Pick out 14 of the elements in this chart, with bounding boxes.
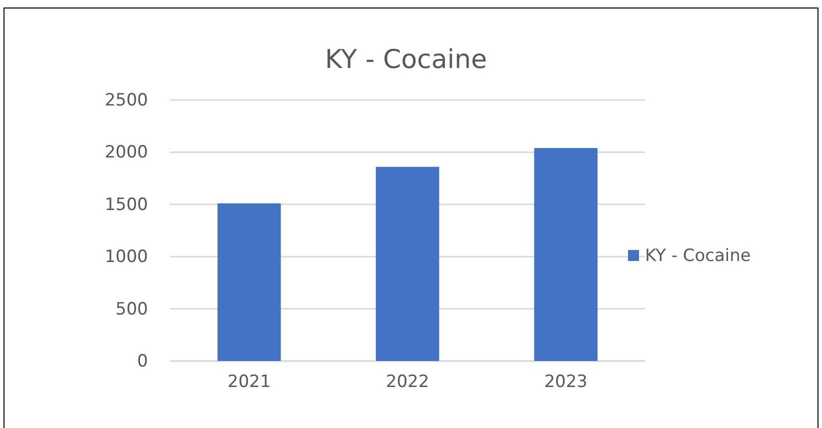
y-tick-label: 500 [116,299,148,320]
x-tick-label: 2023 [544,372,588,392]
x-tick-label: 2021 [228,372,271,392]
bar [218,203,281,361]
chart-title: KY - Cocaine [325,45,487,75]
bar [376,166,440,361]
y-tick-label: 2000 [104,142,148,163]
y-tick-label: 2500 [104,90,148,110]
x-tick-label: 2022 [386,372,430,392]
y-tick-label: 1500 [104,194,148,215]
y-tick-label: 1000 [104,247,148,268]
y-tick-label: 0 [137,351,148,372]
bar [534,148,598,361]
legend-label: KY - Cocaine [645,246,751,266]
